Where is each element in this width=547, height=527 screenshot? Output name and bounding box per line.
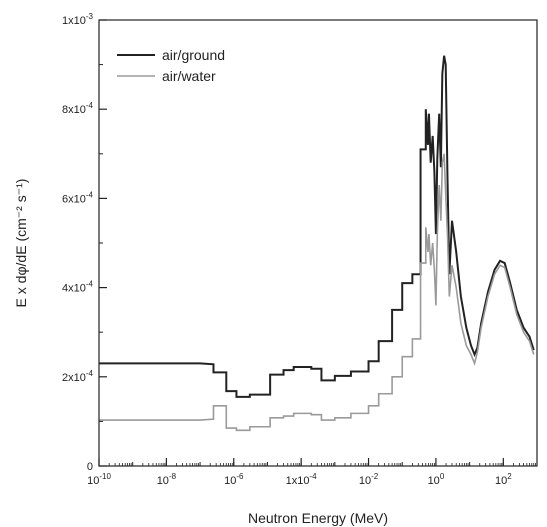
x-axis-title: Neutron Energy (MeV) (248, 510, 388, 526)
ticks-layer (98, 19, 538, 467)
series-layer (99, 55, 535, 432)
y-tick-label: 6x10-4 (62, 190, 94, 205)
x-tick-label: 10-8 (157, 472, 177, 487)
legend-label-air-ground: air/ground (162, 47, 225, 63)
y-axis-title: E x dφ/dE (cm⁻² s⁻¹) (13, 179, 29, 308)
tick-labels-layer: 10-10 10-8 10-6 1x10-4 10-2 100 102 0 2x10-4 4x10… (62, 12, 512, 487)
x-tick-label: 102 (495, 472, 512, 487)
series-line-air-water (99, 153, 535, 432)
plot-area (99, 20, 537, 466)
x-tick-label: 1x10-4 (286, 472, 318, 487)
y-tick-label: 8x10-4 (62, 101, 94, 116)
y-tick-label: 2x10-4 (62, 369, 94, 384)
x-tick-label: 10-2 (359, 472, 379, 487)
legend-label-air-water: air/water (162, 68, 216, 84)
y-tick-label: 4x10-4 (62, 280, 94, 295)
x-tick-label: 100 (428, 472, 445, 487)
x-tick-label: 10-6 (224, 472, 244, 487)
y-tick-label: 0 (87, 461, 93, 473)
legend: air/ground air/water (117, 47, 225, 84)
x-tick-label: 10-10 (87, 472, 111, 487)
y-tick-label: 1x10-3 (62, 12, 94, 27)
